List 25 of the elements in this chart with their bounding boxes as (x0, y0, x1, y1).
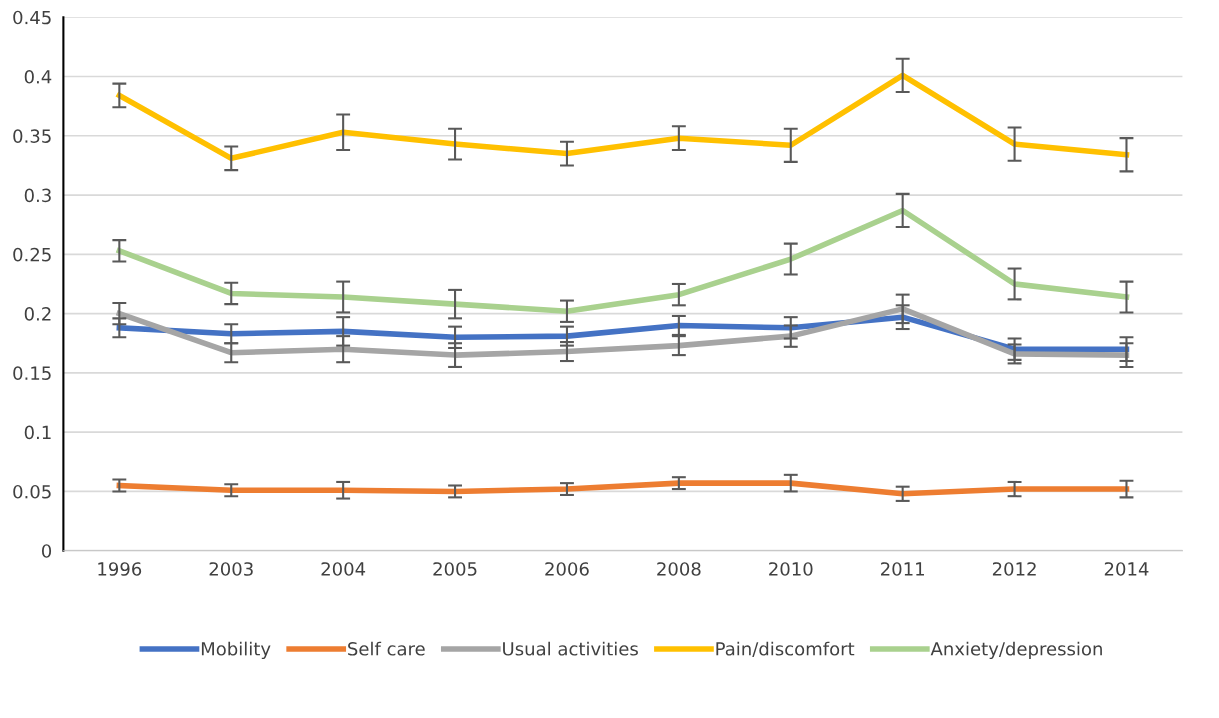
y-tick-label: 0.45 (13, 10, 51, 25)
legend-label: Usual activities (503, 641, 638, 656)
legend-label: Self care (348, 641, 425, 656)
y-tick-label: 0 (41, 544, 52, 558)
y-tick-label: 0.15 (13, 366, 51, 380)
x-tick-label: 2014 (1104, 562, 1149, 576)
y-tick-label: 0.3 (24, 188, 51, 203)
y-tick-label: 0.35 (13, 129, 51, 143)
y-tick-label: 0.25 (13, 247, 51, 262)
x-tick-label: 2005 (433, 562, 477, 576)
x-tick-label: 2010 (769, 562, 813, 576)
y-tick-label: 0.4 (24, 69, 52, 84)
x-tick-label: 2012 (992, 562, 1036, 576)
y-tick-label: 0.2 (24, 307, 51, 321)
legend-label: Anxiety/depression (930, 641, 1102, 660)
x-tick-label: 2003 (209, 562, 253, 576)
x-tick-label: 2011 (881, 562, 924, 576)
y-tick-label: 0.1 (24, 425, 51, 440)
x-tick-label: 2008 (657, 562, 701, 576)
x-tick-label: 2006 (545, 562, 589, 576)
x-tick-label: 2004 (321, 562, 366, 576)
y-tick-label: 0.05 (13, 484, 51, 499)
x-tick-label: 1996 (98, 562, 142, 576)
legend-label: Pain/discomfort (716, 641, 855, 658)
legend-label: Mobility (201, 641, 271, 660)
